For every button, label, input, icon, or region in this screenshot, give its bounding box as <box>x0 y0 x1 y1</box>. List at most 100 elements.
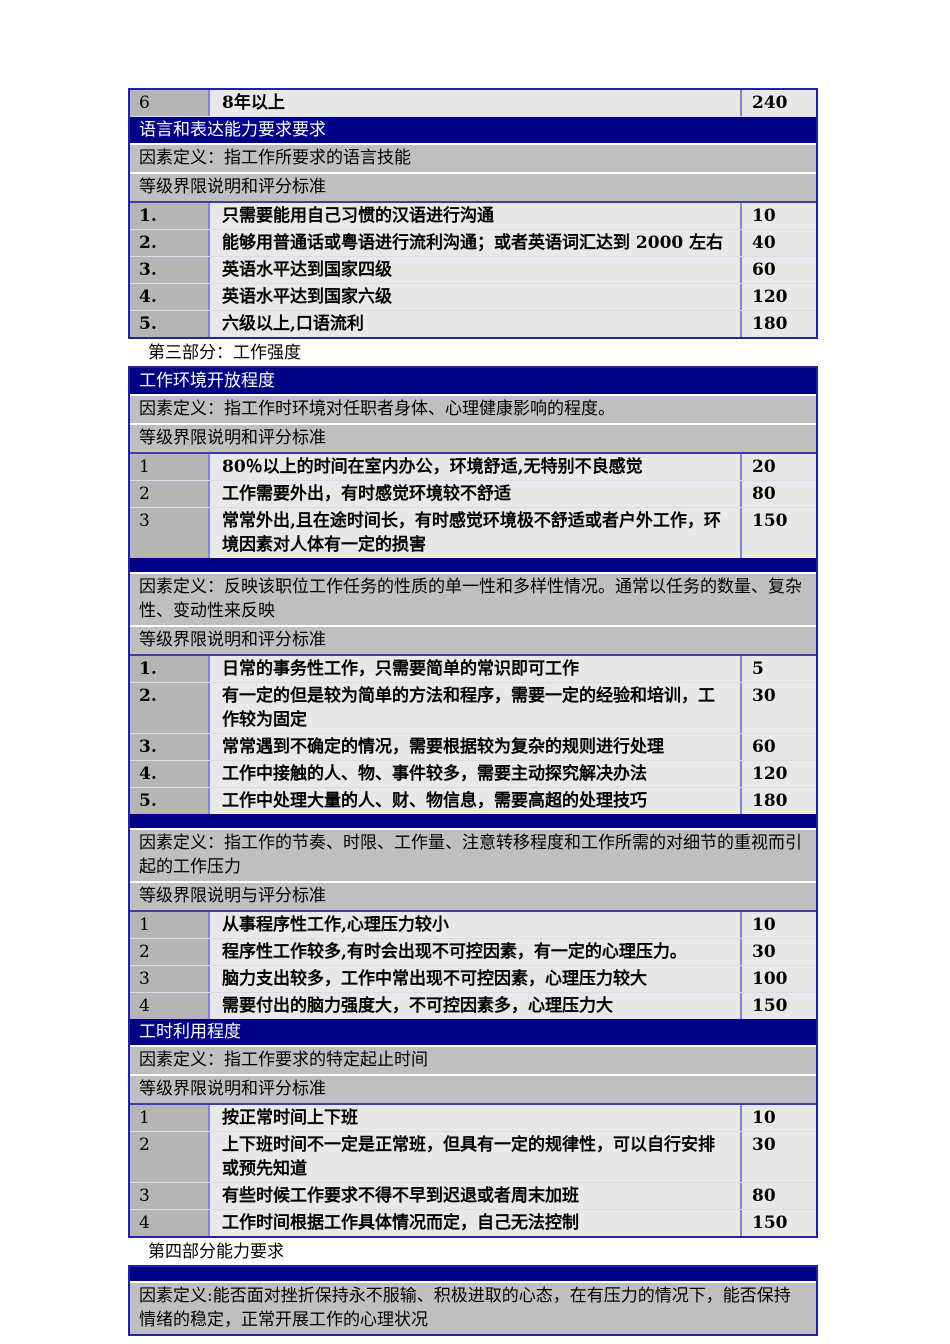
level-desc-cell: 六级以上,口语流利 <box>222 314 364 334</box>
score-cell: 30 <box>740 683 816 733</box>
score-cell: 80 <box>740 481 816 507</box>
level-desc-cell: 程序性工作较多,有时会出现不可控因素，有一定的心理压力。 <box>222 942 687 962</box>
score-cell: 10 <box>740 1105 816 1131</box>
factor-definition-row: 因素定义：指工作要求的特定起止时间 <box>130 1045 816 1074</box>
score-cell: 180 <box>740 311 816 337</box>
level-desc-cell: 日常的事务性工作，只需要简单的常识即可工作 <box>222 659 579 679</box>
score-row: 6 8年以上 240 <box>130 90 816 117</box>
level-desc-cell: 工作需要外出，有时感觉环境较不舒适 <box>222 484 511 504</box>
level-number-cell: 4 <box>130 1210 210 1236</box>
level-number-cell: 5. <box>130 311 210 337</box>
language-skill-table: 6 8年以上 240 语言和表达能力要求要求 因素定义：指工作所要求的语言技能 … <box>128 88 818 339</box>
level-rows: 1. 只需要能用自己习惯的汉语进行沟通 10 2. 能够用普通话或粤语进行流利沟… <box>130 201 816 337</box>
score-cell: 80 <box>740 1183 816 1209</box>
score-row: 3 脑力支出较多，工作中常出现不可控因素，心理压力较大 100 <box>130 966 816 993</box>
level-number-cell: 2. <box>130 230 210 256</box>
score-row: 2 程序性工作较多,有时会出现不可控因素，有一定的心理压力。 30 <box>130 939 816 966</box>
factor-definition-row: 因素定义：指工作所要求的语言技能 <box>130 143 816 172</box>
level-number-cell: 5. <box>130 788 210 814</box>
score-row: 3 常常外出,且在途时间长，有时感觉环境极不舒适或者户外工作，环境因素对人体有一… <box>130 508 816 558</box>
level-desc-cell: 常常外出,且在途时间长，有时感觉环境极不舒适或者户外工作，环境因素对人体有一定的… <box>222 511 721 555</box>
level-number-cell: 4. <box>130 761 210 787</box>
factor-definition-row: 因素定义：指工作时环境对任职者身体、心理健康影响的程度。 <box>130 394 816 423</box>
level-number-cell: 3 <box>130 1183 210 1209</box>
factor-definition-row: 因素定义:能否面对挫折保持永不服输、积极进取的心态，在有压力的情况下，能否保持情… <box>130 1281 816 1334</box>
section-title-bar: 工时利用程度 <box>130 1019 816 1045</box>
score-cell: 5 <box>740 656 816 682</box>
score-cell: 120 <box>740 284 816 310</box>
level-rows: 1 80％以上的时间在室内办公，环境舒适,无特别不良感觉 20 2 工作需要外出… <box>130 452 816 558</box>
level-desc-cell: 有些时候工作要求不得不早到迟退或者周末加班 <box>222 1186 579 1206</box>
level-number-cell: 1. <box>130 203 210 229</box>
level-number-cell: 3. <box>130 257 210 283</box>
level-number-cell: 2 <box>130 481 210 507</box>
score-cell: 150 <box>740 1210 816 1236</box>
work-intensity-table: 工作环境开放程度 因素定义：指工作时环境对任职者身体、心理健康影响的程度。 等级… <box>128 366 818 1238</box>
level-number-cell: 2 <box>130 1132 210 1182</box>
factor-definition-row: 因素定义：反映该职位工作任务的性质的单一性和多样性情况。通常以任务的数量、复杂性… <box>130 572 816 625</box>
level-rows: 1 从事程序性工作,心理压力较小 10 2 程序性工作较多,有时会出现不可控因素… <box>130 910 816 1019</box>
level-desc-cell: 工作中接触的人、物、事件较多，需要主动探究解决办法 <box>222 764 647 784</box>
score-row: 3. 常常遇到不确定的情况，需要根据较为复杂的规则进行处理 60 <box>130 734 816 761</box>
level-desc-cell: 能够用普通话或粤语进行流利沟通；或者英语词汇达到 2000 左右 <box>222 233 724 253</box>
level-desc-cell: 英语水平达到国家四级 <box>222 260 392 280</box>
criteria-header-row: 等级界限说明和评分标准 <box>130 625 816 654</box>
document-content: 6 8年以上 240 语言和表达能力要求要求 因素定义：指工作所要求的语言技能 … <box>128 88 818 1336</box>
criteria-header-row: 等级界限说明与评分标准 <box>130 881 816 910</box>
section-title-bar: 语言和表达能力要求要求 <box>130 117 816 143</box>
level-desc-cell: 英语水平达到国家六级 <box>222 287 392 307</box>
section-task-variety: 因素定义：反映该职位工作任务的性质的单一性和多样性情况。通常以任务的数量、复杂性… <box>130 558 816 814</box>
score-row: 4 需要付出的脑力强度大，不可控因素多，心理压力大 150 <box>130 993 816 1019</box>
level-desc-cell: 工作中处理大量的人、财、物信息，需要高超的处理技巧 <box>222 791 647 811</box>
score-row: 5. 六级以上,口语流利 180 <box>130 311 816 337</box>
score-cell: 30 <box>740 939 816 965</box>
level-rows: 1. 日常的事务性工作，只需要简单的常识即可工作 5 2. 有一定的但是较为简单… <box>130 654 816 814</box>
level-number-cell: 1. <box>130 656 210 682</box>
score-row: 1. 只需要能用自己习惯的汉语进行沟通 10 <box>130 203 816 230</box>
score-cell: 10 <box>740 203 816 229</box>
level-desc-cell: 只需要能用自己习惯的汉语进行沟通 <box>222 206 494 226</box>
section-work-environment: 工作环境开放程度 因素定义：指工作时环境对任职者身体、心理健康影响的程度。 等级… <box>130 368 816 558</box>
score-cell: 240 <box>740 90 816 116</box>
score-row: 2. 有一定的但是较为简单的方法和程序，需要一定的经验和培训，工作较为固定 30 <box>130 683 816 734</box>
score-cell: 40 <box>740 230 816 256</box>
level-desc-cell: 需要付出的脑力强度大，不可控因素多，心理压力大 <box>222 996 613 1016</box>
section-working-hours: 工时利用程度 因素定义：指工作要求的特定起止时间 等级界限说明和评分标准 1 按… <box>130 1019 816 1236</box>
score-row: 3 有些时候工作要求不得不早到迟退或者周末加班 80 <box>130 1183 816 1210</box>
score-row: 4. 英语水平达到国家六级 120 <box>130 284 816 311</box>
section-title-bar: 工作环境开放程度 <box>130 368 816 394</box>
score-cell: 60 <box>740 257 816 283</box>
level-desc-cell: 上下班时间不一定是正常班，但具有一定的规律性，可以自行安排或预先知道 <box>222 1135 715 1179</box>
criteria-header-row: 等级界限说明和评分标准 <box>130 172 816 201</box>
score-row: 2 工作需要外出，有时感觉环境较不舒适 80 <box>130 481 816 508</box>
part4-heading: 第四部分能力要求 <box>128 1238 818 1265</box>
empty-section-bar <box>130 814 816 828</box>
level-number-cell: 3 <box>130 966 210 992</box>
score-row: 1 80％以上的时间在室内办公，环境舒适,无特别不良感觉 20 <box>130 454 816 481</box>
level-number-cell: 1 <box>130 912 210 938</box>
criteria-header-row: 等级界限说明和评分标准 <box>130 1074 816 1103</box>
score-row: 1 从事程序性工作,心理压力较小 10 <box>130 912 816 939</box>
ability-requirement-table: 因素定义:能否面对挫折保持永不服输、积极进取的心态，在有压力的情况下，能否保持情… <box>128 1265 818 1336</box>
score-cell: 30 <box>740 1132 816 1182</box>
score-row: 5. 工作中处理大量的人、财、物信息，需要高超的处理技巧 180 <box>130 788 816 814</box>
level-desc-cell: 有一定的但是较为简单的方法和程序，需要一定的经验和培训，工作较为固定 <box>222 686 715 730</box>
empty-section-bar <box>130 558 816 572</box>
score-row: 4. 工作中接触的人、物、事件较多，需要主动探究解决办法 120 <box>130 761 816 788</box>
score-cell: 100 <box>740 966 816 992</box>
score-cell: 20 <box>740 454 816 480</box>
level-desc-cell: 80％以上的时间在室内办公，环境舒适,无特别不良感觉 <box>222 457 643 477</box>
level-number-cell: 2 <box>130 939 210 965</box>
level-desc-cell: 从事程序性工作,心理压力较小 <box>222 915 449 935</box>
score-row: 4 工作时间根据工作具体情况而定，自己无法控制 150 <box>130 1210 816 1236</box>
section-work-pressure: 因素定义：指工作的节奏、时限、工作量、注意转移程度和工作所需的对细节的重视而引起… <box>130 814 816 1019</box>
level-number-cell: 2. <box>130 683 210 733</box>
score-row: 1 按正常时间上下班 10 <box>130 1105 816 1132</box>
score-row: 1. 日常的事务性工作，只需要简单的常识即可工作 5 <box>130 656 816 683</box>
level-rows: 1 按正常时间上下班 10 2 上下班时间不一定是正常班，但具有一定的规律性，可… <box>130 1103 816 1236</box>
level-number-cell: 1 <box>130 454 210 480</box>
level-desc-cell: 按正常时间上下班 <box>222 1108 358 1128</box>
factor-definition-row: 因素定义：指工作的节奏、时限、工作量、注意转移程度和工作所需的对细节的重视而引起… <box>130 828 816 881</box>
empty-section-bar <box>130 1267 816 1281</box>
